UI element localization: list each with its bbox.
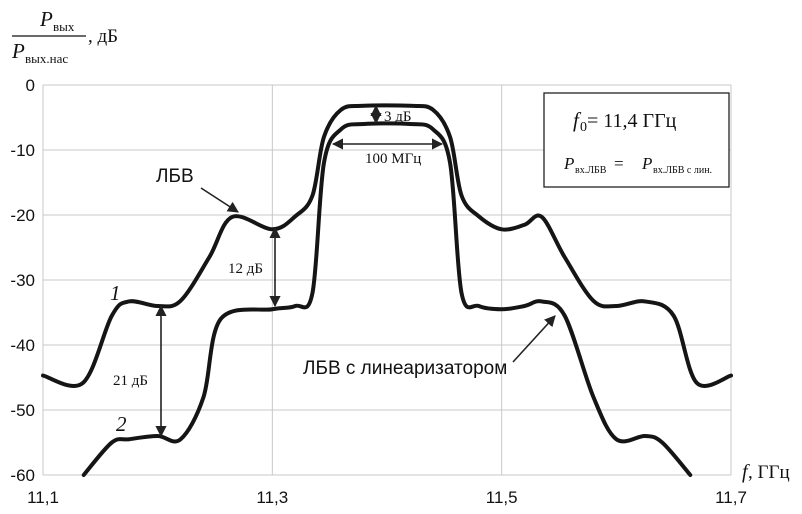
annotation-12db: 12 дБ bbox=[228, 261, 263, 277]
legend-f0-symbol: f bbox=[573, 108, 582, 132]
y-label-numerator: P bbox=[39, 7, 53, 31]
annotation-21db: 21 дБ bbox=[113, 373, 148, 389]
annotation-lbv-linearizer: ЛБВ с линеаризатором bbox=[303, 358, 507, 379]
annotation-lbv: ЛБВ bbox=[156, 166, 194, 187]
y-label-unit: , дБ bbox=[88, 26, 118, 47]
y-tick-label: -30 bbox=[10, 271, 35, 290]
x-tick-label: 11,3 bbox=[256, 488, 288, 507]
y-label-denominator-sub: вых.нас bbox=[25, 51, 68, 66]
legend-eq-right-sub: вх.ЛБВ с лин. bbox=[653, 165, 712, 176]
x-tick-label: 11,1 bbox=[27, 488, 59, 507]
x-label-symbol: f bbox=[742, 461, 750, 483]
y-tick-label: -60 bbox=[10, 466, 35, 485]
y-tick-label: -40 bbox=[10, 336, 35, 355]
curve-number-2: 2 bbox=[116, 412, 127, 436]
annotation-3db: 3 дБ bbox=[384, 109, 412, 125]
x-tick-label: 11,5 bbox=[486, 488, 518, 507]
curve-layer bbox=[41, 103, 733, 477]
arrow-lbv-linearizer bbox=[512, 315, 556, 363]
legend-box: f 0 = 11,4 ГГц P вх.ЛБВ = P вх.ЛБВ с лин… bbox=[543, 92, 730, 188]
legend-f0-value: = 11,4 ГГц bbox=[587, 110, 677, 132]
legend-eq-left-sub: вх.ЛБВ bbox=[575, 165, 607, 176]
y-tick-label: -50 bbox=[10, 401, 35, 420]
arrow-lbv bbox=[200, 187, 239, 213]
y-axis-label: P вых P вых.нас , дБ bbox=[11, 7, 118, 66]
series-line-2 bbox=[81, 121, 693, 477]
x-axis-label: f , ГГц bbox=[742, 461, 790, 483]
grid-layer: 0 -10 -20 -30 -40 -50 -60 11,1 11,3 11,5 11,7 bbox=[10, 76, 746, 507]
y-label-denominator: P bbox=[11, 39, 25, 63]
x-label-unit: , ГГц bbox=[748, 462, 790, 483]
annotation-arrows bbox=[155, 104, 556, 438]
legend-f0-sub: 0 bbox=[580, 120, 587, 135]
curve-number-1: 1 bbox=[110, 281, 121, 305]
y-label-numerator-sub: вых bbox=[53, 19, 75, 34]
x-tick-label: 11,7 bbox=[715, 488, 747, 507]
y-tick-label: -20 bbox=[10, 206, 35, 225]
legend-eq-left: P bbox=[563, 154, 574, 173]
y-tick-label: -10 bbox=[10, 141, 35, 160]
legend-box-frame bbox=[543, 92, 730, 188]
legend-eq-sign: = bbox=[614, 154, 624, 173]
y-tick-label: 0 bbox=[26, 76, 35, 95]
series-line-1 bbox=[41, 103, 733, 388]
annotation-100mhz: 100 МГц bbox=[365, 151, 421, 167]
legend-eq-right: P bbox=[641, 154, 652, 173]
